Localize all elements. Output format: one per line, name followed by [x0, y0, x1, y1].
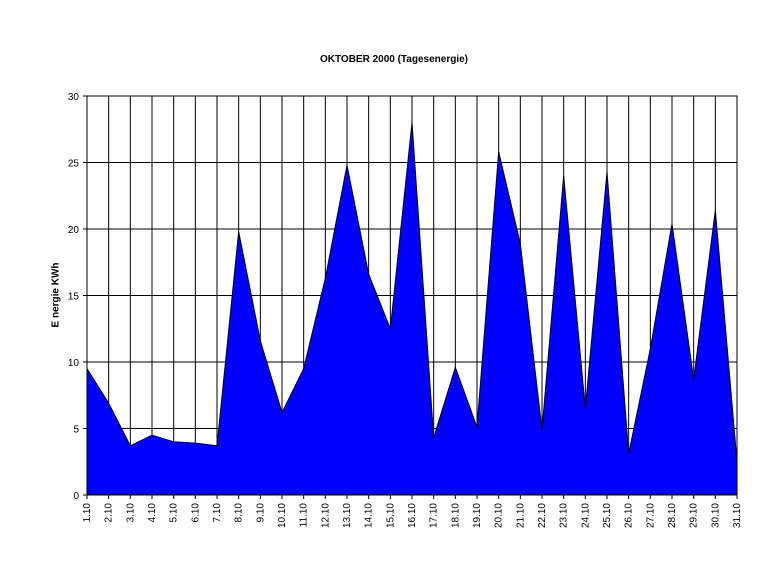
x-tick-label-11.10: 11.10 [299, 503, 310, 528]
x-tick-label-1.10: 1.10 [82, 503, 93, 523]
area-fill [86, 122, 738, 496]
x-tick-label-31.10: 31.10 [732, 503, 743, 528]
y-tick-label-25: 25 [68, 159, 80, 170]
x-tick-label-12.10: 12.10 [320, 503, 331, 528]
y-tick-label-30: 30 [68, 92, 80, 103]
x-tick-label-3.10: 3.10 [125, 503, 136, 523]
x-tick-label-28.10: 28.10 [667, 503, 678, 528]
x-tick-label-14.10: 14.10 [364, 503, 375, 528]
x-tick-label-25.10: 25.10 [602, 503, 613, 528]
x-tick-label-26.10: 26.10 [624, 503, 635, 528]
x-tick-label-7.10: 7.10 [212, 503, 223, 523]
x-tick-label-17.10: 17.10 [429, 503, 440, 528]
chart-title: OKTOBER 2000 (Tagesenergie) [319, 54, 468, 65]
x-tick-label-18.10: 18.10 [450, 503, 461, 528]
x-tick-label-30.10: 30.10 [710, 503, 721, 528]
y-tick-label-5: 5 [73, 425, 79, 436]
x-tick-label-23.10: 23.10 [559, 503, 570, 528]
area-series [86, 122, 738, 496]
x-tick-labels: 1.10 2.10 3.10 4.10 5.10 6.10 7.10 8.10 9.10 10.1… [82, 503, 743, 528]
x-tick-label-16.10: 16.10 [407, 503, 418, 528]
y-tick-labels: 0 5 10 15 20 25 30 [68, 92, 80, 502]
x-tick-label-27.10: 27.10 [645, 503, 656, 528]
x-tick-label-6.10: 6.10 [190, 503, 201, 523]
x-tick-label-19.10: 19.10 [472, 503, 483, 528]
x-tick-label-9.10: 9.10 [255, 503, 266, 523]
x-tick-label-24.10: 24.10 [580, 503, 591, 528]
x-tick-label-10.10: 10.10 [277, 503, 288, 528]
y-tick-label-15: 15 [68, 292, 80, 303]
x-tick-label-22.10: 22.10 [537, 503, 548, 528]
axes [83, 95, 738, 499]
x-tick-label-5.10: 5.10 [169, 503, 180, 523]
x-tick-label-13.10: 13.10 [342, 503, 353, 528]
x-tick-label-8.10: 8.10 [234, 503, 245, 523]
x-tick-label-29.10: 29.10 [689, 503, 700, 528]
y-tick-label-20: 20 [68, 225, 80, 236]
y-tick-label-0: 0 [73, 491, 79, 502]
x-tick-label-20.10: 20.10 [494, 503, 505, 528]
x-tick-label-2.10: 2.10 [104, 503, 115, 523]
x-tick-label-15.10: 15.10 [385, 503, 396, 528]
x-tick-label-4.10: 4.10 [147, 503, 158, 523]
x-tick-label-21.10: 21.10 [515, 503, 526, 528]
y-tick-label-10: 10 [68, 358, 80, 369]
